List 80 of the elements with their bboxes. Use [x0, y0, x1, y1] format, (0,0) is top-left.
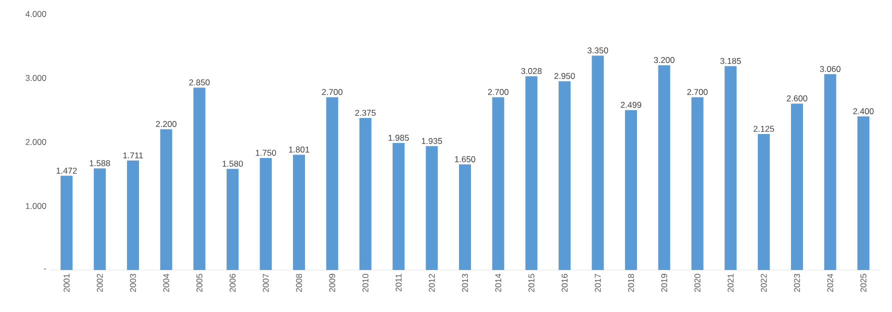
data-label: 1.935: [422, 138, 442, 144]
x-tick-label: 2011: [396, 274, 402, 292]
bar: [592, 56, 604, 270]
x-tick-label: 2014: [495, 274, 502, 292]
bar: [293, 154, 306, 270]
data-label: 3.185: [720, 58, 741, 64]
x-tick-label: 2009: [329, 274, 336, 292]
bar: [127, 160, 140, 270]
bar: [625, 110, 638, 270]
data-label: 2.700: [687, 89, 708, 96]
data-label: 2.375: [355, 110, 376, 116]
bar: [791, 104, 804, 270]
bar: [492, 97, 504, 270]
data-label: 2.850: [189, 79, 210, 86]
bar: [525, 76, 538, 270]
bar: [724, 66, 737, 270]
x-tick-label: 2006: [230, 274, 236, 292]
x-tick-label: 2021: [728, 274, 734, 292]
x-tick-label: 2015: [528, 274, 534, 292]
x-tick-label: 2004: [163, 274, 170, 292]
y-tick-label: 1.000: [26, 203, 46, 209]
x-tick-label: 2024: [827, 274, 834, 292]
data-label: 1.801: [289, 146, 310, 153]
bar: [658, 65, 670, 270]
data-label: 1.985: [388, 134, 409, 141]
x-tick-label: 2007: [262, 274, 269, 292]
bar: [691, 97, 704, 270]
bar: [857, 116, 870, 270]
bar: [459, 164, 472, 270]
data-label: 1.588: [90, 160, 110, 166]
bar: [94, 168, 106, 270]
bar: [558, 81, 571, 270]
data-label: 2.700: [488, 89, 508, 96]
bar: [260, 158, 272, 270]
x-tick-label: 2001: [64, 274, 70, 292]
x-tick-label: 2003: [130, 274, 136, 292]
data-label: 1.580: [222, 160, 243, 167]
y-tick-label: 2.000: [26, 139, 46, 145]
x-tick-label: 2020: [694, 274, 700, 292]
bar: [326, 97, 338, 270]
bar: [193, 88, 206, 270]
x-tick-label: 2016: [562, 274, 568, 292]
x-tick-label: 2008: [296, 274, 302, 292]
x-tick-label: 2025: [860, 274, 866, 292]
bar: [758, 134, 770, 270]
x-tick-label: 2018: [628, 274, 634, 292]
x-tick-label: 2013: [462, 274, 468, 292]
y-tick-label: -: [44, 268, 46, 270]
y-tick-label: 3.000: [26, 75, 46, 81]
x-tick-label: 2010: [362, 274, 368, 292]
data-label: 2.400: [853, 108, 874, 114]
x-tick-label: 2005: [196, 274, 202, 292]
data-label: 2.600: [786, 95, 808, 102]
data-label: 1.650: [455, 156, 476, 162]
y-tick-label: 4.000: [25, 11, 46, 17]
bar: [226, 168, 239, 270]
data-label: 2.700: [322, 89, 342, 96]
bar: [426, 146, 438, 270]
data-label: 3.350: [588, 47, 608, 54]
data-label: 1.472: [56, 168, 77, 174]
x-tick-label: 2022: [760, 274, 767, 292]
data-label: 2.499: [620, 102, 642, 108]
data-label: 3.028: [521, 68, 542, 74]
bar: [60, 176, 73, 270]
data-label: 2.125: [754, 126, 774, 132]
data-label: 1.750: [256, 150, 276, 156]
data-label: 2.200: [156, 121, 176, 128]
data-label: 3.200: [654, 57, 674, 63]
data-label: 1.711: [123, 152, 143, 158]
x-tick-label: 2019: [661, 274, 668, 292]
bar: [359, 118, 372, 270]
bar: [392, 142, 405, 270]
x-tick-label: 2012: [428, 274, 435, 292]
bar: [824, 74, 836, 270]
x-tick-label: 2002: [96, 274, 103, 292]
x-tick-label: 2017: [594, 274, 601, 292]
bar: [160, 129, 172, 270]
x-tick-label: 2023: [794, 274, 800, 292]
data-label: 2.950: [554, 73, 575, 80]
data-label: 3.060: [820, 66, 840, 72]
